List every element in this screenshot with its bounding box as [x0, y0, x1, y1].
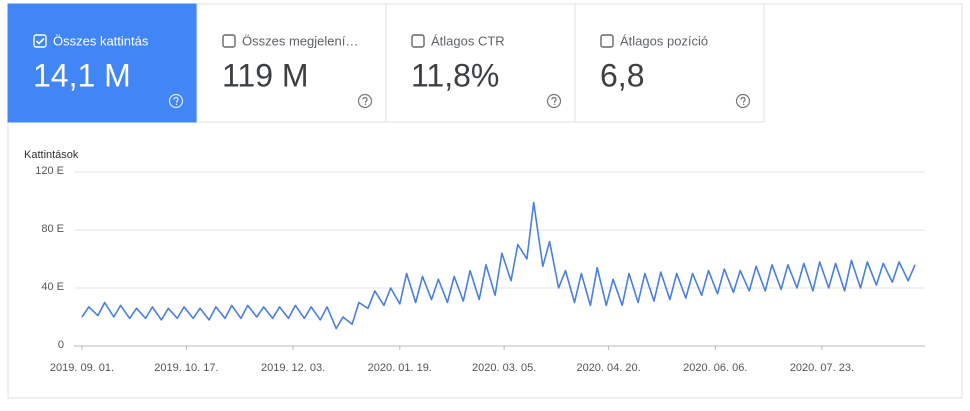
card-bg	[7, 3, 198, 123]
help-icon[interactable]	[546, 93, 562, 109]
y-axis-label: Kattintások	[24, 149, 79, 161]
chart: Kattintások 0 40 E 80 E 120 E 2019. 09. 01. 2…	[24, 149, 925, 374]
card-value: 119 M	[222, 57, 309, 93]
y-tick-label: 0	[58, 339, 64, 351]
help-icon[interactable]	[735, 93, 751, 109]
card-label: Átlagos pozíció	[620, 33, 708, 48]
checkbox[interactable]	[411, 34, 425, 48]
help-icon-q	[362, 96, 368, 103]
x-tick-label: 2020. 04. 20.	[576, 362, 640, 374]
y-tick-label: 40 E	[41, 281, 64, 293]
y-tick-label: 80 E	[41, 223, 64, 235]
x-tick-label: 2019. 10. 17.	[154, 362, 218, 374]
checkbox[interactable]	[222, 34, 236, 48]
help-icon[interactable]	[168, 93, 184, 109]
help-icon-dot	[364, 103, 367, 106]
card-bg	[196, 3, 387, 123]
cards: Összes kattintás 14,1 M Összes megjelení… 1…	[7, 3, 765, 123]
card-label: Összes megjelení…	[242, 33, 358, 48]
card-bg	[574, 3, 765, 123]
help-icon-q	[740, 96, 746, 103]
x-tick-label: 2020. 06. 06.	[683, 362, 747, 374]
help-icon[interactable]	[357, 93, 373, 109]
clicks-line	[81, 201, 916, 330]
y-tick-label: 120 E	[35, 165, 64, 177]
card-label: Átlagos CTR	[431, 33, 505, 48]
x-tick-label: 2019. 09. 01.	[50, 362, 114, 374]
x-tick-label: 2019. 12. 03.	[261, 362, 325, 374]
card-bg	[385, 3, 576, 123]
x-tick-label: 2020. 01. 19.	[368, 362, 432, 374]
card-value: 14,1 M	[33, 57, 131, 93]
x-tick-label: 2020. 07. 23.	[790, 362, 854, 374]
metric-card[interactable]: Összes megjelení… 119 M	[196, 3, 387, 123]
metric-card[interactable]: Átlagos CTR 11,8%	[385, 3, 576, 123]
check-mark	[35, 37, 45, 45]
card-value: 6,8	[600, 57, 644, 93]
help-icon-q	[551, 96, 557, 103]
card-label: Összes kattintás	[53, 33, 149, 48]
help-icon-dot	[553, 103, 556, 106]
x-tick-label: 2020. 03. 05.	[472, 362, 536, 374]
metric-card[interactable]: Összes kattintás 14,1 M	[7, 3, 198, 123]
checkbox[interactable]	[33, 34, 47, 48]
checkbox[interactable]	[600, 34, 614, 48]
help-icon-dot	[175, 103, 178, 106]
help-icon-dot	[742, 103, 745, 106]
card-value: 11,8%	[411, 57, 499, 93]
metric-card[interactable]: Átlagos pozíció 6,8	[574, 3, 765, 123]
help-icon-q	[173, 96, 179, 103]
